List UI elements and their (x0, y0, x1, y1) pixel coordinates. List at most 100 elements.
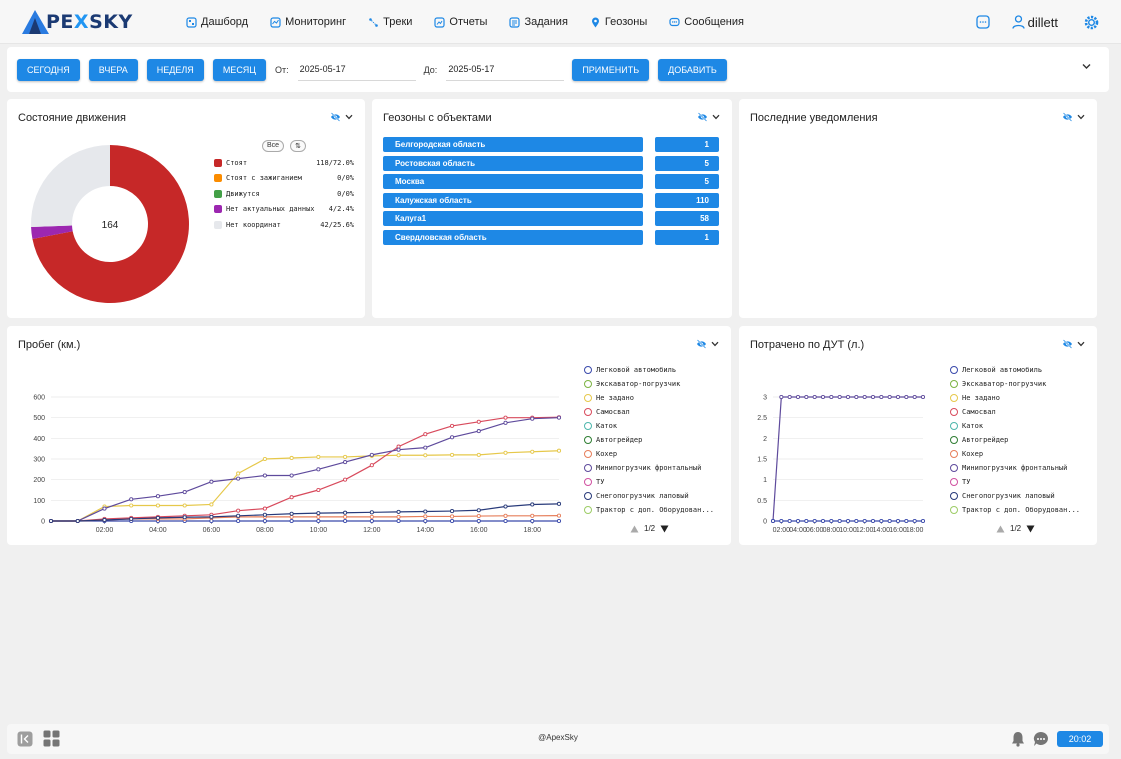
data-point[interactable] (423, 509, 428, 514)
data-point[interactable] (423, 453, 428, 458)
data-point[interactable] (503, 518, 508, 524)
data-point[interactable] (820, 394, 826, 400)
collapse-left-icon[interactable] (17, 731, 33, 747)
data-point[interactable] (155, 515, 160, 520)
data-point[interactable] (829, 394, 834, 400)
show-all-toggle[interactable]: Все (262, 140, 285, 152)
data-point[interactable] (396, 447, 401, 452)
data-point[interactable] (476, 429, 481, 434)
data-point[interactable] (887, 394, 892, 400)
series-legend-item[interactable]: ТУ (950, 475, 1080, 489)
data-point[interactable] (182, 490, 187, 495)
nav-dashboard[interactable]: Дашборд (186, 16, 248, 28)
series-legend-item[interactable]: Легковой автомобиль (584, 363, 714, 377)
data-point[interactable] (236, 513, 241, 518)
data-point[interactable] (879, 518, 884, 524)
data-point[interactable] (396, 514, 401, 519)
data-point[interactable] (476, 508, 481, 513)
data-point[interactable] (920, 518, 926, 524)
data-point[interactable] (369, 510, 374, 515)
data-point[interactable] (812, 518, 817, 524)
data-point[interactable] (343, 454, 348, 459)
series-legend-item[interactable]: Кохер (950, 447, 1080, 461)
data-point[interactable] (804, 518, 809, 524)
motion-legend-item[interactable]: Стоят 118/72.0% (214, 155, 354, 171)
data-point[interactable] (129, 503, 134, 508)
data-point[interactable] (795, 518, 801, 524)
data-point[interactable] (423, 432, 428, 437)
nav-geozones[interactable]: Геозоны (590, 16, 647, 28)
geozone-count[interactable]: 1 (655, 230, 719, 245)
data-point[interactable] (262, 518, 267, 524)
bell-icon[interactable] (1011, 731, 1025, 747)
chevron-down-icon[interactable] (1077, 341, 1085, 347)
data-point[interactable] (503, 415, 508, 420)
apps-grid-icon[interactable] (43, 730, 60, 747)
data-point[interactable] (423, 445, 428, 450)
add-button[interactable]: ДОБАВИТЬ (658, 58, 727, 81)
motion-legend-item[interactable]: Нет координат 42/25.6% (214, 217, 354, 233)
series-legend-item[interactable]: Каток (584, 419, 714, 433)
data-point[interactable] (209, 514, 214, 519)
series-legend-item[interactable]: Кохер (584, 447, 714, 461)
data-point[interactable] (779, 394, 784, 400)
data-point[interactable] (209, 479, 214, 484)
nav-tasks[interactable]: Задания (509, 16, 568, 28)
visibility-off-icon[interactable] (696, 339, 707, 349)
data-point[interactable] (316, 518, 321, 524)
series-legend-item[interactable]: Минипогрузчик фронтальный (584, 461, 714, 475)
data-point[interactable] (396, 509, 401, 514)
data-point[interactable] (770, 518, 776, 524)
data-point[interactable] (289, 455, 294, 461)
data-point[interactable] (820, 518, 826, 524)
data-point[interactable] (829, 518, 834, 524)
data-point[interactable] (316, 454, 321, 459)
data-point[interactable] (870, 518, 876, 524)
geozone-name[interactable]: Ростовская область (383, 155, 643, 171)
data-point[interactable] (209, 502, 214, 507)
to-date-input[interactable]: 2025-05-17 (446, 59, 565, 81)
data-point[interactable] (343, 514, 348, 519)
data-point[interactable] (396, 518, 401, 524)
visibility-off-icon[interactable] (330, 112, 341, 122)
data-point[interactable] (262, 456, 267, 462)
user-menu[interactable]: dillett (1011, 15, 1058, 30)
data-point[interactable] (236, 476, 241, 481)
geozone-name[interactable]: Белгородская область (383, 137, 643, 152)
geozone-name[interactable]: Москва (383, 174, 643, 190)
series-legend-item[interactable]: Автогрейдер (584, 433, 714, 447)
data-point[interactable] (182, 503, 187, 508)
data-point[interactable] (343, 518, 348, 524)
series-legend-item[interactable]: Трактор с доп. Оборудован... (584, 503, 714, 517)
visibility-off-icon[interactable] (1062, 339, 1073, 349)
data-point[interactable] (530, 513, 535, 518)
data-point[interactable] (795, 394, 801, 400)
motion-legend-item[interactable]: Нет актуальных данных 4/2.4% (214, 202, 354, 218)
geozone-name[interactable]: Калужская область (383, 192, 643, 208)
nav-messages[interactable]: Сообщения (669, 16, 744, 28)
data-point[interactable] (503, 504, 508, 509)
chevron-down-icon[interactable] (712, 114, 720, 120)
chevron-down-icon[interactable] (711, 341, 719, 347)
geozone-count[interactable]: 5 (655, 155, 719, 171)
data-point[interactable] (556, 415, 562, 420)
data-point[interactable] (912, 518, 917, 524)
data-point[interactable] (556, 501, 562, 506)
data-point[interactable] (503, 450, 508, 455)
data-point[interactable] (556, 513, 562, 518)
series-legend-item[interactable]: Экскаватор-погрузчик (950, 377, 1080, 391)
data-point[interactable] (854, 394, 859, 400)
arrow-up-icon[interactable] (996, 525, 1005, 533)
series-legend-item[interactable]: Снегопогрузчик лаповый (950, 489, 1080, 503)
data-point[interactable] (75, 518, 80, 524)
data-point[interactable] (316, 487, 321, 493)
geozone-count[interactable]: 110 (655, 192, 719, 208)
data-point[interactable] (530, 518, 535, 524)
data-point[interactable] (262, 473, 267, 478)
data-point[interactable] (236, 471, 241, 476)
data-point[interactable] (316, 467, 321, 472)
data-point[interactable] (787, 394, 792, 400)
donut-slice[interactable] (31, 145, 110, 228)
data-point[interactable] (530, 502, 535, 507)
data-point[interactable] (912, 394, 917, 400)
